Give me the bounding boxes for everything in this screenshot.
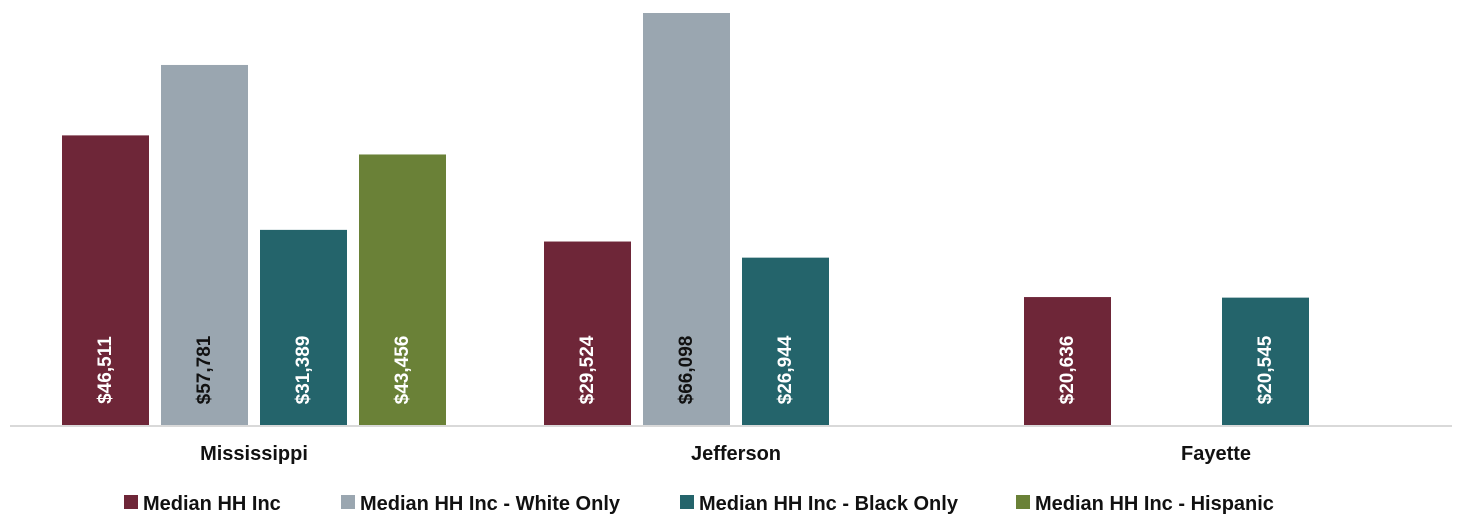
data-label: $20,545 [1255,335,1276,404]
category-label: Jefferson [691,443,781,465]
legend-item: Median HH Inc - Black Only [680,493,959,515]
legend: Median HH Inc Median HH Inc - White Only M… [124,493,1274,515]
data-label: $43,456 [392,336,413,405]
bar-fayette-series-3 [1222,297,1309,426]
category-labels: Mississippi Jefferson Fayette [200,443,1251,465]
data-label: $57,781 [194,335,215,404]
bar-mississippi-series-1 [62,135,149,426]
legend-label: Median HH Inc - Hispanic [1035,493,1274,515]
data-label: $26,944 [775,335,796,404]
category-label: Fayette [1181,443,1251,465]
legend-label: Median HH Inc - White Only [360,493,621,515]
legend-item: Median HH Inc - Hispanic [1016,493,1274,515]
legend-item: Median HH Inc - White Only [341,493,621,515]
bar-jefferson-series-2 [643,13,730,426]
legend-item: Median HH Inc [124,493,281,515]
legend-swatch [680,495,694,509]
bar-mississippi-series-3 [260,229,347,426]
bar-jefferson-series-3 [742,257,829,426]
bar-jefferson-series-1 [544,241,631,426]
data-label: $20,636 [1057,336,1078,405]
data-label: $31,389 [293,336,314,405]
bar-fayette-series-1 [1024,297,1111,426]
legend-label: Median HH Inc - Black Only [699,493,959,515]
legend-swatch [1016,495,1030,509]
legend-swatch [124,495,138,509]
legend-label: Median HH Inc [143,493,281,515]
category-label: Mississippi [200,443,308,465]
legend-swatch [341,495,355,509]
data-label: $46,511 [95,336,116,404]
bar-mississippi-series-4 [359,154,446,426]
data-label: $66,098 [676,336,697,405]
bars-layer: $46,511 $57,781 $31,389 $43,456 $29,524 $66,0… [62,13,1309,426]
bar-mississippi-series-2 [161,64,248,426]
data-label: $29,524 [577,335,598,404]
